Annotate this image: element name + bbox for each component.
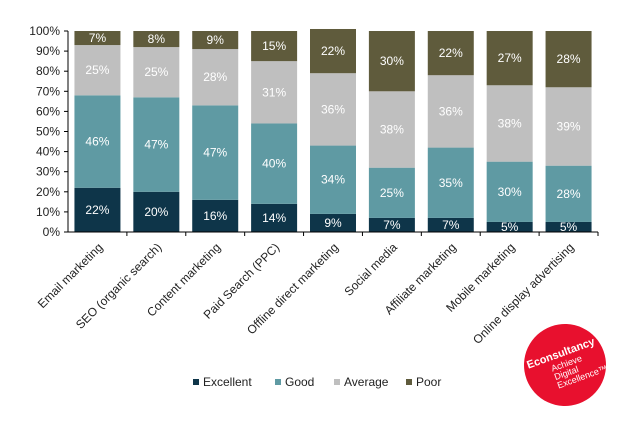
- y-tick-label: 70%: [36, 84, 60, 98]
- legend-swatch-average: [334, 379, 340, 385]
- bar-segment-excellent: [251, 203, 298, 232]
- bar-segment-poor: [310, 28, 356, 74]
- data-label: 14%: [262, 211, 286, 225]
- bar-segment-average: [133, 47, 180, 98]
- bar-segment-excellent: [74, 187, 121, 232]
- category-label: Social media: [342, 240, 401, 299]
- bar-segment-average: [310, 73, 356, 146]
- bar-segment-poor: [545, 31, 592, 88]
- data-label: 40%: [262, 157, 286, 171]
- data-label: 34%: [321, 173, 345, 187]
- data-label: 22%: [439, 46, 463, 60]
- legend-label: Average: [344, 375, 389, 389]
- data-label: 25%: [380, 186, 404, 200]
- data-label: 22%: [321, 44, 345, 58]
- bar-segment-good: [486, 161, 533, 222]
- y-tick-label: 0%: [43, 225, 61, 239]
- data-label: 30%: [498, 185, 522, 199]
- bar-segment-good: [427, 147, 474, 218]
- bar-segment-average: [192, 49, 239, 106]
- bar-segment-excellent: [368, 217, 415, 232]
- legend-label: Good: [285, 375, 314, 389]
- econsultancy-logo: Econsultancy Achieve Digital Excellence™: [524, 324, 609, 406]
- data-label: 22%: [85, 203, 109, 217]
- bar-segment-average: [427, 75, 474, 148]
- bar-segment-average: [545, 87, 592, 166]
- legend-swatch-good: [275, 379, 281, 385]
- logo-circle: [524, 324, 606, 406]
- data-label: 36%: [439, 104, 463, 118]
- y-tick-label: 60%: [36, 104, 60, 118]
- bar-segment-poor: [486, 31, 533, 86]
- bar-segment-excellent: [486, 221, 533, 232]
- data-label: 46%: [85, 135, 109, 149]
- data-label: 47%: [144, 138, 168, 152]
- bar-segment-good: [545, 165, 592, 222]
- bars: 22% 46% 25% 7% 20% 47% 25% 8% 16% 47% 28% 9% 14% 40% 3…: [74, 28, 592, 234]
- data-label: 5%: [560, 220, 578, 234]
- legend-label: Excellent: [203, 375, 252, 389]
- bar-segment-excellent: [192, 199, 239, 232]
- data-label: 20%: [144, 205, 168, 219]
- legend: Excellent Good Average Poor: [193, 375, 441, 389]
- bar-segment-poor: [192, 31, 239, 50]
- data-label: 36%: [321, 102, 345, 116]
- bar-segment-poor: [251, 31, 298, 62]
- data-label: 38%: [498, 116, 522, 130]
- y-axis: 0% 10% 20% 30% 40% 50% 60% 70% 80% 90% 100%: [29, 24, 69, 239]
- bar-segment-poor: [368, 31, 415, 92]
- legend-label: Poor: [416, 375, 441, 389]
- bar-segment-excellent: [545, 221, 592, 232]
- data-label: 28%: [557, 52, 581, 66]
- y-tick-label: 40%: [36, 145, 60, 159]
- data-label: 9%: [207, 33, 225, 47]
- bar-segment-average: [486, 85, 533, 162]
- data-label: 31%: [262, 85, 286, 99]
- y-tick-label: 90%: [36, 44, 60, 58]
- data-label: 7%: [442, 218, 460, 232]
- bar-segment-good: [192, 105, 239, 200]
- data-label: 39%: [557, 119, 581, 133]
- bar-segment-average: [368, 91, 415, 168]
- data-label: 47%: [203, 146, 227, 160]
- bar-segment-good: [310, 145, 356, 214]
- data-label: 25%: [144, 65, 168, 79]
- data-label: 35%: [439, 176, 463, 190]
- data-label: 28%: [557, 187, 581, 201]
- y-tick-label: 10%: [36, 205, 60, 219]
- bar-segment-good: [251, 123, 298, 204]
- bar-segment-excellent: [310, 213, 356, 232]
- data-label: 25%: [85, 63, 109, 77]
- data-label: 8%: [148, 32, 166, 46]
- data-label: 15%: [262, 39, 286, 53]
- data-label: 7%: [383, 218, 401, 232]
- bar-segment-average: [74, 45, 121, 96]
- data-label: 16%: [203, 209, 227, 223]
- bar-segment-poor: [74, 31, 121, 46]
- data-label: 7%: [89, 31, 107, 45]
- data-label: 9%: [324, 216, 342, 230]
- y-tick-label: 20%: [36, 185, 60, 199]
- bar-segment-excellent: [133, 191, 180, 232]
- data-label: 27%: [498, 51, 522, 65]
- data-label: 5%: [501, 220, 519, 234]
- bar-segment-excellent: [427, 217, 474, 232]
- bar-segment-good: [133, 97, 180, 192]
- bar-segment-poor: [133, 31, 180, 48]
- y-tick-label: 50%: [36, 125, 60, 139]
- bar-segment-average: [251, 61, 298, 124]
- bar-segment-good: [368, 167, 415, 218]
- y-tick-label: 80%: [36, 64, 60, 78]
- data-label: 28%: [203, 70, 227, 84]
- legend-swatch-excellent: [193, 379, 199, 385]
- bar-segment-poor: [427, 31, 474, 76]
- data-label: 30%: [380, 54, 404, 68]
- legend-swatch-poor: [406, 379, 412, 385]
- y-tick-label: 30%: [36, 165, 60, 179]
- bar-segment-good: [74, 95, 121, 188]
- data-label: 38%: [380, 122, 404, 136]
- y-tick-label: 100%: [29, 24, 60, 38]
